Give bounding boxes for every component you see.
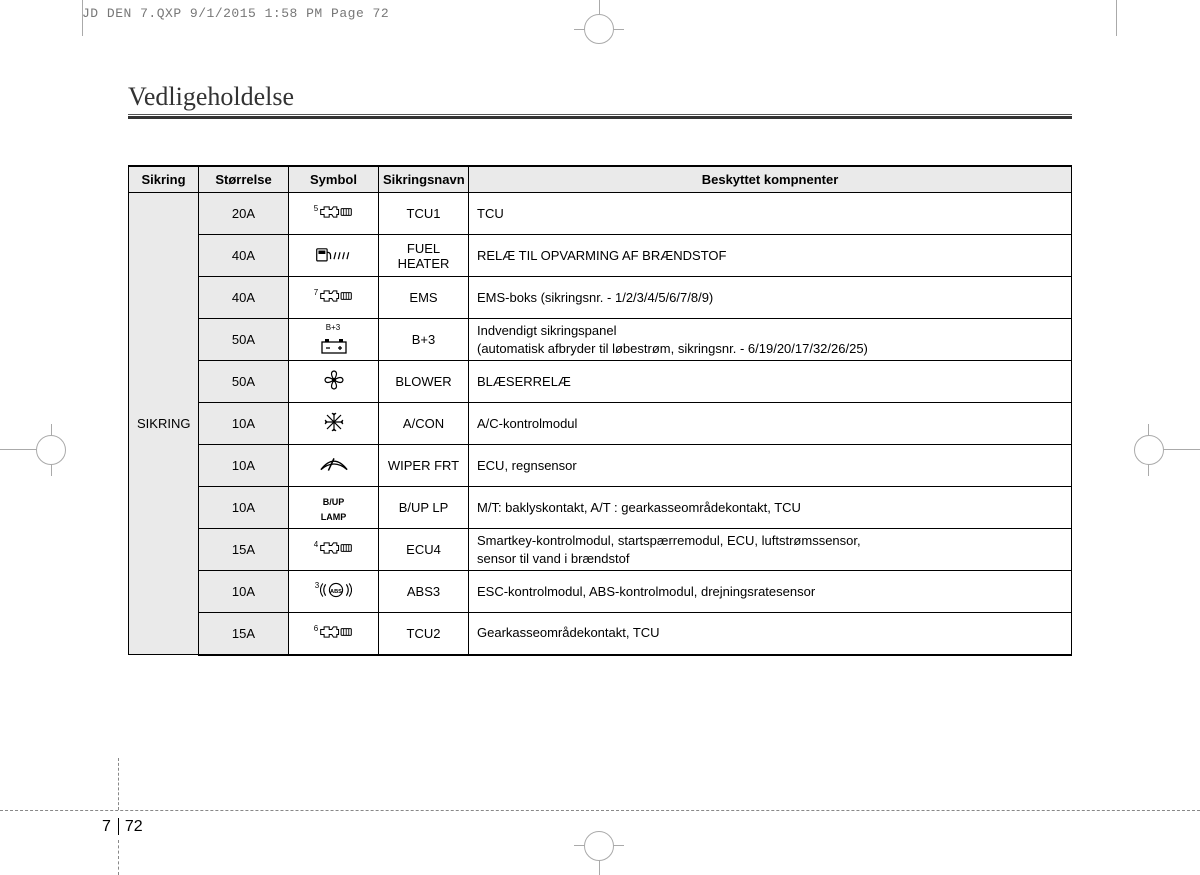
fuse-size: 40A	[199, 235, 289, 277]
fuse-size: 10A	[199, 487, 289, 529]
fuse-size: 50A	[199, 361, 289, 403]
fuse-name: ABS3	[379, 571, 469, 613]
fuse-size: 10A	[199, 403, 289, 445]
chapter-number: 7	[102, 818, 119, 835]
fuse-size: 15A	[199, 529, 289, 571]
table-row: 40A7EMSEMS-boks (sikringsnr. - 1/2/3/4/5…	[129, 277, 1072, 319]
fuse-symbol: 6	[289, 613, 379, 655]
fold-line	[0, 810, 1200, 811]
fuse-symbol: B/UPLAMP	[289, 487, 379, 529]
col-storrelse: Størrelse	[199, 166, 289, 193]
table-row: SIKRING20A5TCU1TCU	[129, 193, 1072, 235]
fuse-name: TCU2	[379, 613, 469, 655]
fuse-description: ECU, regnsensor	[469, 445, 1072, 487]
fuse-name: WIPER FRT	[379, 445, 469, 487]
page-number: 7 72	[102, 818, 143, 836]
wiper-icon	[319, 460, 349, 475]
col-navn: Sikringsnavn	[379, 166, 469, 193]
fold-mark	[118, 758, 119, 810]
fuse-description: Indvendigt sikringspanel(automatisk afbr…	[469, 319, 1072, 361]
fuse-name: ECU4	[379, 529, 469, 571]
col-beskyttet: Beskyttet kompnenter	[469, 166, 1072, 193]
fuse-symbol: 5	[289, 193, 379, 235]
table-row: 15A4ECU4Smartkey-kontrolmodul, startspær…	[129, 529, 1072, 571]
table-header-row: Sikring Størrelse Symbol Sikringsnavn Be…	[129, 166, 1072, 193]
fuse-size: 50A	[199, 319, 289, 361]
fuse-description: EMS-boks (sikringsnr. - 1/2/3/4/5/6/7/8/…	[469, 277, 1072, 319]
fuse-size: 10A	[199, 445, 289, 487]
fuse-table: Sikring Størrelse Symbol Sikringsnavn Be…	[128, 165, 1072, 656]
fuse-name: EMS	[379, 277, 469, 319]
fuse-size: 15A	[199, 613, 289, 655]
page-num: 72	[125, 818, 143, 835]
battery-icon	[321, 342, 347, 357]
engine-icon	[319, 288, 353, 307]
registration-mark-right	[1140, 430, 1200, 470]
table-row: 15A6TCU2Gearkasseområdekontakt, TCU	[129, 613, 1072, 655]
fuse-symbol: 4	[289, 529, 379, 571]
fuse-description: Gearkasseområdekontakt, TCU	[469, 613, 1072, 655]
engine-icon	[319, 540, 353, 559]
engine-icon	[319, 204, 353, 223]
title-rule-bold	[128, 116, 1072, 119]
table-row: 40A FUELHEATERRELÆ TIL OPVARMING AF BRÆND…	[129, 235, 1072, 277]
fuse-name: BLOWER	[379, 361, 469, 403]
fuse-name: B+3	[379, 319, 469, 361]
registration-mark-left	[0, 430, 60, 470]
fuse-description: Smartkey-kontrolmodul, startspærremodul,…	[469, 529, 1072, 571]
table-row: 10A3ABS3ESC-kontrolmodul, ABS-kontrolmod…	[129, 571, 1072, 613]
col-symbol: Symbol	[289, 166, 379, 193]
fuse-description: ESC-kontrolmodul, ABS-kontrolmodul, drej…	[469, 571, 1072, 613]
fuse-name: A/CON	[379, 403, 469, 445]
table-row: 10A WIPER FRTECU, regnsensor	[129, 445, 1072, 487]
section-title: Vedligeholdelse	[128, 82, 294, 112]
table-row: 50AB+3B+3Indvendigt sikringspanel(automa…	[129, 319, 1072, 361]
fuel-heater-icon	[315, 251, 353, 266]
fuse-size: 10A	[199, 571, 289, 613]
print-job-header: JD DEN 7.QXP 9/1/2015 1:58 PM Page 72	[82, 6, 389, 21]
fuse-symbol	[289, 445, 379, 487]
fuse-description: A/C-kontrolmodul	[469, 403, 1072, 445]
fuse-symbol: B+3	[289, 319, 379, 361]
symbol-text: B/UPLAMP	[321, 497, 347, 522]
fuse-symbol: 7	[289, 277, 379, 319]
fuse-description: BLÆSERRELÆ	[469, 361, 1072, 403]
fuse-symbol	[289, 235, 379, 277]
fuse-symbol	[289, 361, 379, 403]
engine-icon	[319, 624, 353, 643]
fuse-symbol	[289, 403, 379, 445]
registration-mark-top	[570, 0, 630, 40]
registration-mark-bottom	[570, 835, 630, 875]
fuse-size: 20A	[199, 193, 289, 235]
fuse-name: B/UP LP	[379, 487, 469, 529]
snowflake-icon	[324, 420, 344, 435]
title-rule	[128, 114, 1072, 115]
table-row: 50A BLOWERBLÆSERRELÆ	[129, 361, 1072, 403]
fuse-description: RELÆ TIL OPVARMING AF BRÆNDSTOF	[469, 235, 1072, 277]
abs-icon	[320, 587, 352, 602]
fuse-symbol: 3	[289, 571, 379, 613]
fuse-description: TCU	[469, 193, 1072, 235]
col-sikring: Sikring	[129, 166, 199, 193]
table-row: 10A B/UPLAMP B/UP LPM/T: baklyskontakt, A/…	[129, 487, 1072, 529]
fold-mark	[118, 840, 119, 875]
fuse-size: 40A	[199, 277, 289, 319]
crop-mark	[1116, 0, 1117, 36]
fuse-description: M/T: baklyskontakt, A/T : gearkasseområd…	[469, 487, 1072, 529]
group-label-cell: SIKRING	[129, 193, 199, 655]
fan-icon	[323, 379, 345, 394]
table-row: 10A A/CONA/C-kontrolmodul	[129, 403, 1072, 445]
fuse-name: TCU1	[379, 193, 469, 235]
fuse-name: FUELHEATER	[379, 235, 469, 277]
